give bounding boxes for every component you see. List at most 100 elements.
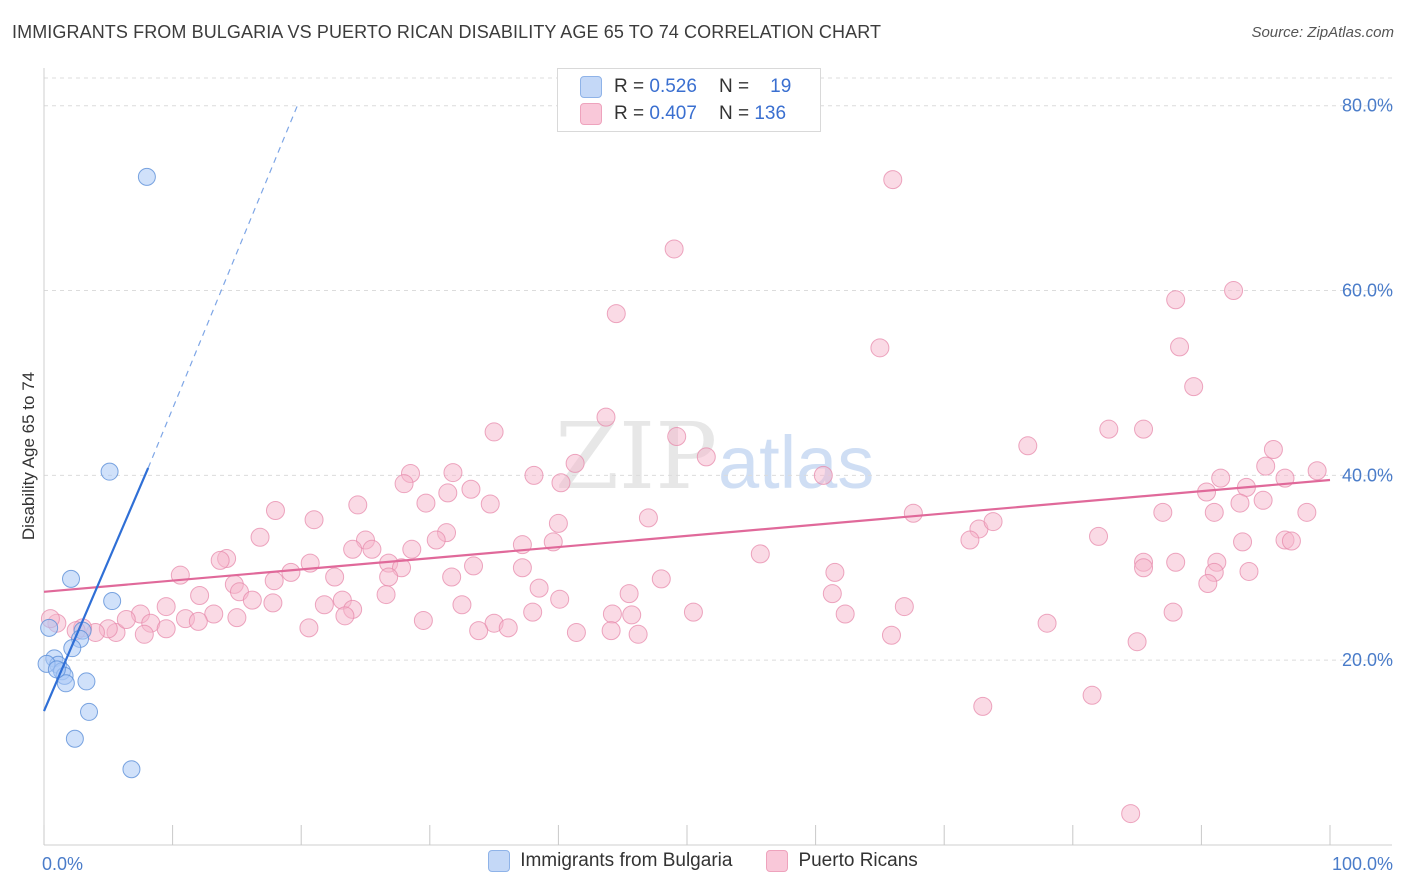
puerto-ricans-point	[606, 304, 626, 324]
puerto-ricans-point	[442, 567, 462, 587]
puerto-ricans-point	[1037, 613, 1057, 633]
legend-r-label: R =	[614, 103, 645, 124]
puerto-ricans-point	[651, 569, 671, 589]
puerto-ricans-point	[1170, 337, 1190, 357]
puerto-ricans-point	[813, 465, 833, 485]
puerto-ricans-point	[464, 556, 484, 576]
puerto-ricans-point	[870, 338, 890, 358]
puerto-ricans-point	[1089, 526, 1109, 546]
tick-labels: 20.0% 40.0% 60.0% 80.0% 0.0% 100.0%	[42, 96, 1393, 874]
puerto-ricans-point	[134, 624, 154, 644]
puerto-ricans-point	[156, 597, 176, 617]
puerto-ricans-point	[190, 585, 210, 605]
puerto-ricans-point	[348, 495, 368, 515]
puerto-ricans-point	[664, 239, 684, 259]
puerto-ricans-point	[638, 508, 658, 528]
puerto-ricans-point	[973, 696, 993, 716]
puerto-ricans-point	[263, 593, 283, 613]
puerto-ricans-point	[1163, 602, 1183, 622]
puerto-ricans-point	[299, 618, 319, 638]
puerto-ricans-point	[1099, 419, 1119, 439]
puerto-ricans-point	[548, 513, 568, 533]
puerto-ricans-point	[210, 550, 230, 570]
puerto-ricans-point	[596, 407, 616, 427]
puerto-ricans-point	[227, 608, 247, 628]
puerto-ricans-point	[264, 571, 284, 591]
bulgaria-point	[80, 702, 99, 721]
puerto-ricans-point	[1211, 468, 1231, 488]
trend-lines	[42, 105, 1331, 712]
puerto-ricans-point	[1127, 632, 1147, 652]
bulgaria-point	[62, 569, 81, 588]
puerto-ricans-point	[512, 558, 532, 578]
legend-n-label: N =	[718, 76, 750, 97]
puerto-ricans-point	[551, 473, 571, 493]
puerto-ricans-point	[265, 500, 285, 520]
watermark-atlas: atlas	[718, 421, 874, 504]
puerto-ricans-trend-line	[43, 478, 1331, 593]
puerto-ricans-point	[1134, 419, 1154, 439]
puerto-ricans-point	[498, 618, 518, 638]
puerto-ricans-point	[1239, 561, 1259, 581]
puerto-ricans-point	[392, 558, 412, 578]
puerto-ricans-point	[1018, 436, 1038, 456]
bulgaria-trend-extension	[147, 105, 298, 469]
puerto-ricans-point	[443, 463, 463, 483]
puerto-ricans-point	[426, 530, 446, 550]
puerto-ricans-point	[242, 590, 262, 610]
legend-r-value: 0.526	[649, 76, 697, 97]
puerto-ricans-point	[304, 510, 324, 530]
bulgaria-point	[77, 672, 96, 691]
legend-row-bulgaria: R = 0.526 N = 19	[580, 74, 791, 100]
puerto-ricans-point	[750, 544, 770, 564]
puerto-ricans-point	[1307, 461, 1327, 481]
legend-item-bulgaria: Immigrants from Bulgaria	[488, 850, 732, 872]
puerto-ricans-point	[683, 602, 703, 622]
puerto-ricans-point	[1166, 552, 1186, 572]
y-tick-label: 40.0%	[1342, 465, 1393, 485]
legend-row-puerto-ricans: R = 0.407 N = 136	[580, 101, 786, 127]
bulgaria-trend-line	[42, 467, 150, 712]
series-legend: Immigrants from Bulgaria Puerto Ricans	[0, 850, 1406, 872]
watermark: ZIP atlas	[555, 403, 874, 510]
watermark-zip: ZIP	[555, 403, 717, 510]
puerto-ricans-point	[619, 584, 639, 604]
legend-swatch-blue	[488, 850, 511, 872]
puerto-ricans-point	[524, 465, 544, 485]
puerto-ricans-point	[1256, 456, 1276, 476]
puerto-ricans-point	[550, 589, 570, 609]
puerto-ricans-point	[250, 527, 270, 547]
bulgaria-point	[122, 760, 141, 779]
puerto-ricans-point	[894, 597, 914, 617]
legend-swatch-blue	[580, 76, 602, 98]
puerto-ricans-point	[376, 585, 396, 605]
bulgaria-point	[100, 462, 119, 481]
bulgaria-point	[56, 674, 75, 693]
puerto-ricans-point	[1281, 531, 1301, 551]
y-tick-label: 80.0%	[1342, 96, 1393, 116]
puerto-ricans-point	[469, 621, 489, 641]
puerto-ricans-point	[438, 483, 458, 503]
puerto-ricans-point	[883, 170, 903, 190]
bulgaria-point	[65, 729, 84, 748]
puerto-ricans-point	[416, 493, 436, 513]
puerto-ricans-point	[116, 610, 136, 630]
puerto-ricans-point	[362, 539, 382, 559]
bulgaria-point	[103, 592, 122, 611]
y-axis-label: Disability Age 65 to 74	[19, 372, 38, 540]
puerto-ricans-point	[1297, 502, 1317, 522]
y-tick-label: 60.0%	[1342, 281, 1393, 301]
puerto-ricans-point	[835, 604, 855, 624]
puerto-ricans-point	[1204, 502, 1224, 522]
puerto-ricans-point	[1184, 377, 1204, 397]
puerto-ricans-point	[983, 512, 1003, 532]
legend-swatch-pink	[580, 103, 602, 125]
puerto-ricans-point	[1263, 439, 1283, 459]
bulgaria-point	[40, 618, 59, 637]
puerto-ricans-point	[343, 539, 363, 559]
legend-swatch-pink	[766, 850, 789, 872]
y-tick-label: 20.0%	[1342, 650, 1393, 670]
puerto-ricans-point	[402, 539, 422, 559]
legend-r-value: 0.407	[649, 103, 697, 124]
puerto-ricans-point	[325, 567, 345, 587]
